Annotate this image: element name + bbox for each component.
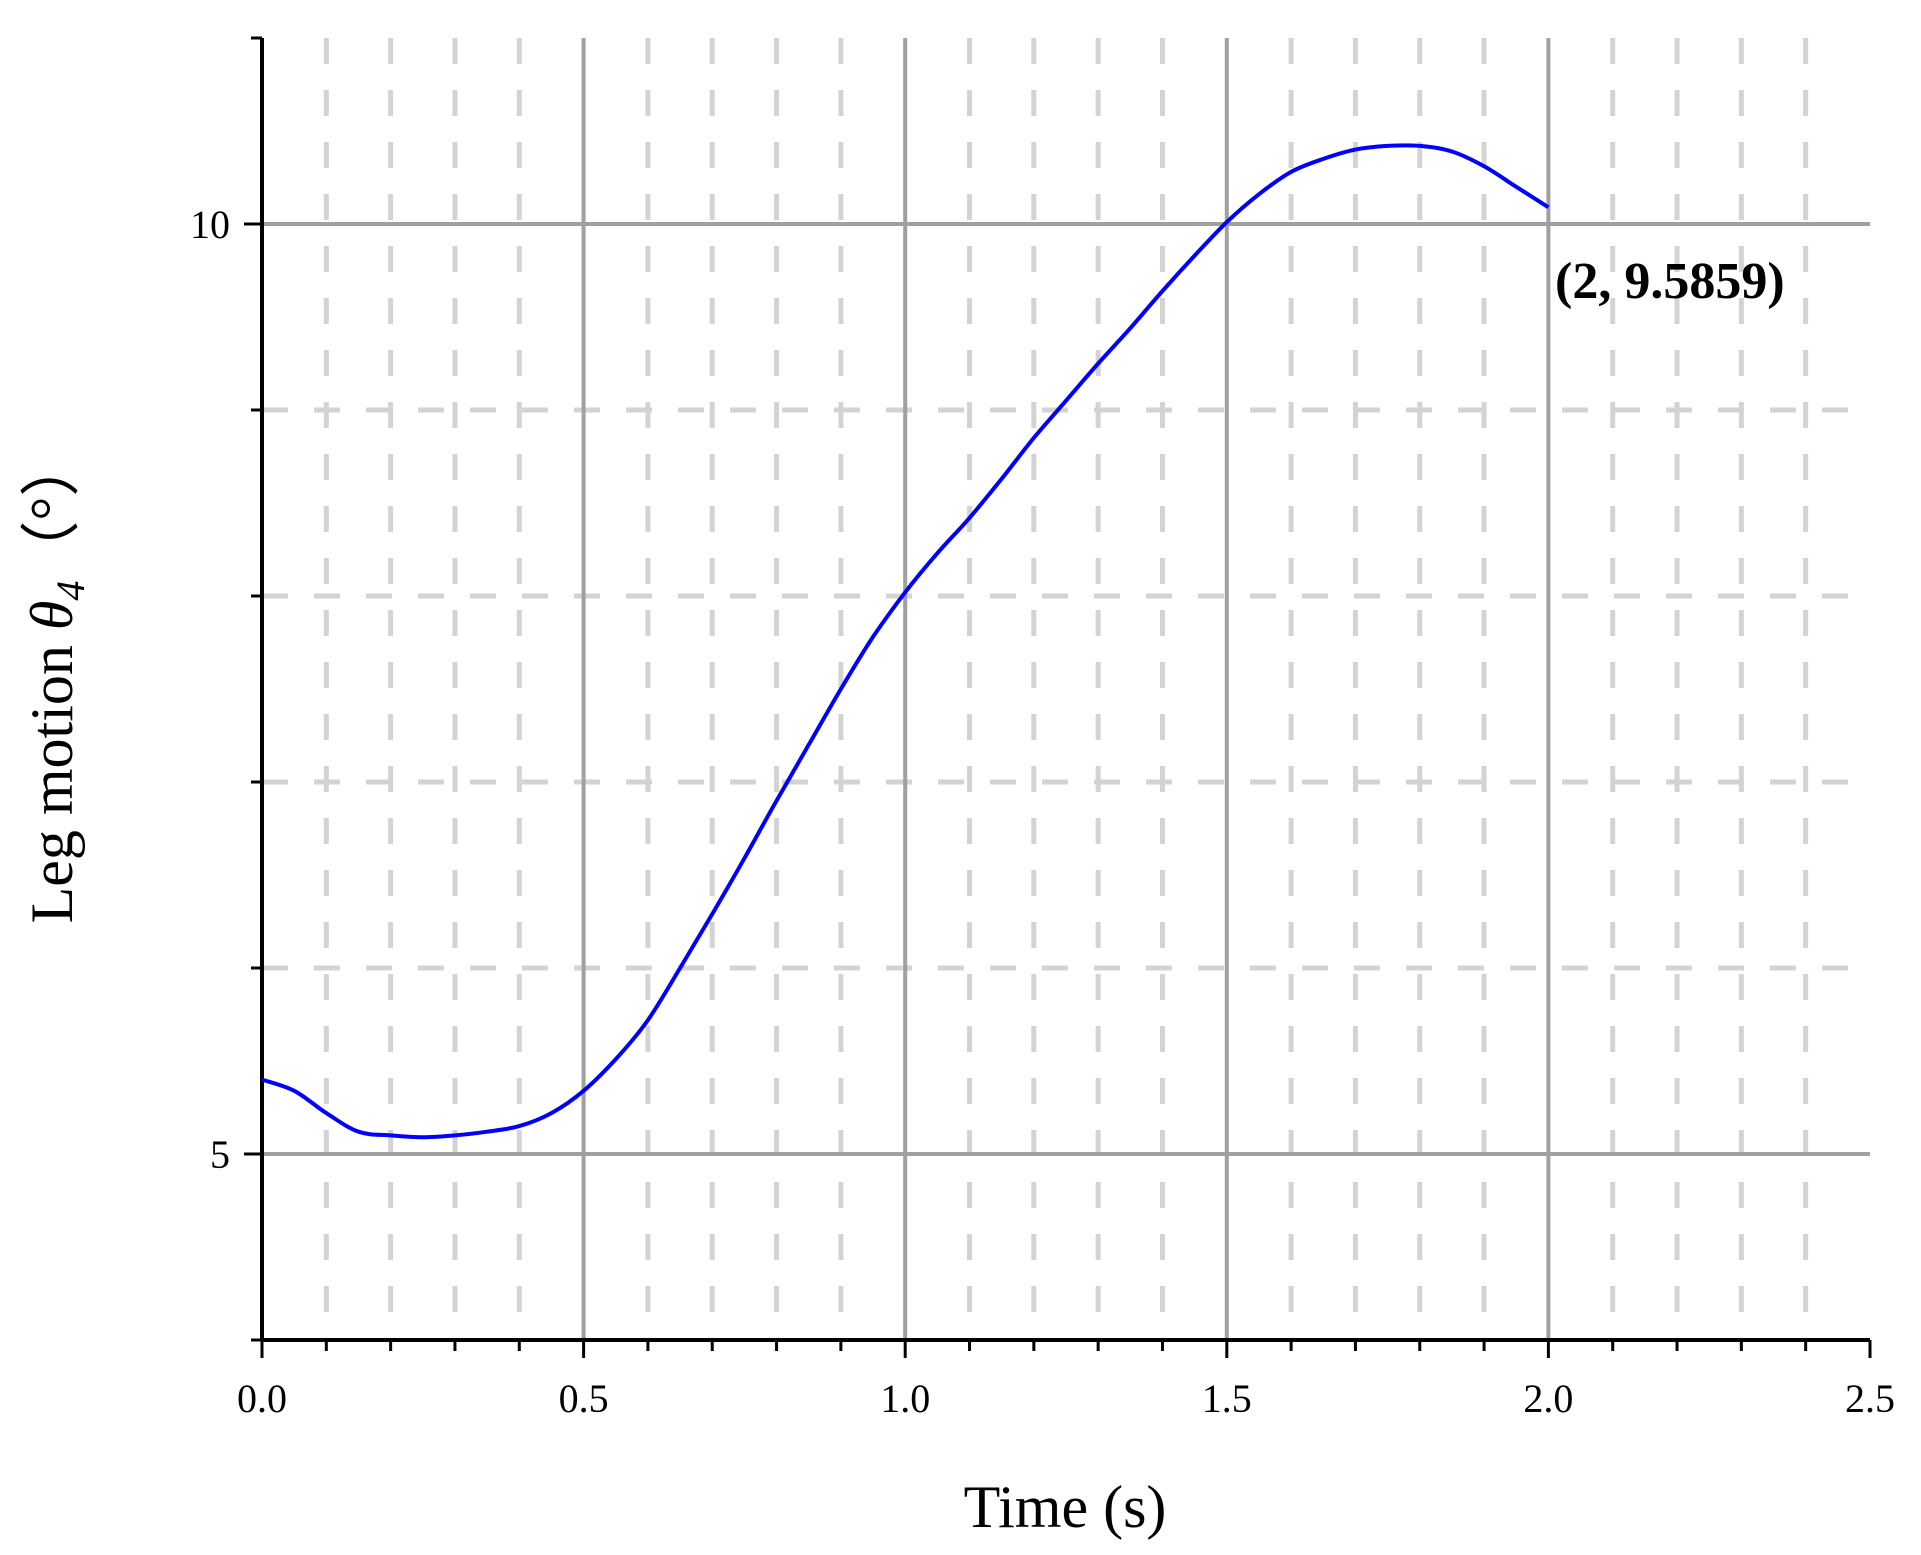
- x-tick-label: 0.5: [559, 1376, 609, 1421]
- x-tick-label: 1.0: [880, 1376, 930, 1421]
- endpoint-annotation: (2, 9.5859): [1555, 253, 1785, 310]
- tick-labels: 0.0 0.5 1.0 1.5 2.0 2.5 5 10: [190, 202, 1895, 1421]
- minor-grid: [262, 38, 1870, 1340]
- y-axis-title-unit: （°）: [19, 437, 85, 581]
- x-tick-label: 2.0: [1523, 1376, 1573, 1421]
- y-axis-title-symbol: θ: [19, 601, 85, 630]
- y-tick-label: 5: [210, 1132, 230, 1177]
- x-tick-label: 1.5: [1202, 1376, 1252, 1421]
- axes: [260, 38, 1870, 1342]
- y-axis-title-subscript: 4: [48, 581, 93, 601]
- y-axis-title: Leg motion θ4（°）: [19, 437, 93, 924]
- axis-ticks: [244, 36, 1872, 1358]
- x-tick-label: 2.5: [1845, 1376, 1895, 1421]
- major-grid: [262, 38, 1870, 1340]
- x-tick-label: 0.0: [237, 1376, 287, 1421]
- y-axis-title-main: Leg motion: [19, 630, 85, 923]
- series-line: [261, 143, 1550, 1140]
- y-tick-label: 10: [190, 202, 230, 247]
- x-axis-title: Time (s): [964, 1474, 1167, 1540]
